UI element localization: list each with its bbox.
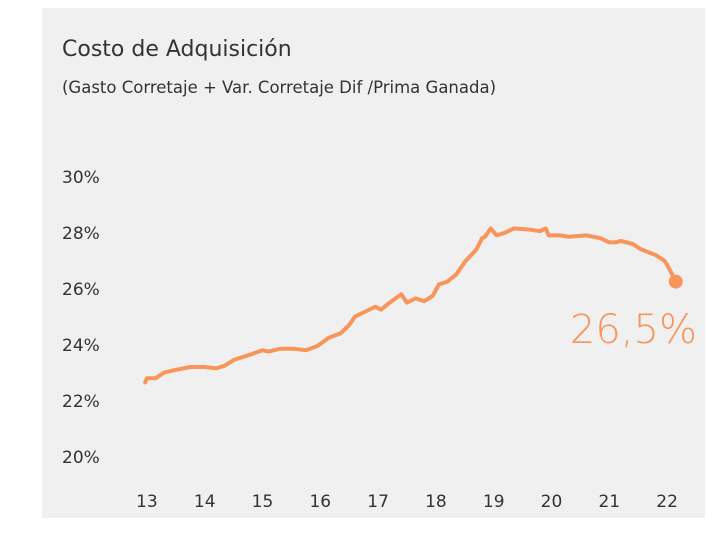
- x-tick-label: 22: [656, 492, 678, 512]
- x-tick-label: 14: [194, 492, 216, 512]
- x-tick-label: 15: [252, 492, 274, 512]
- x-tick-label: 18: [425, 492, 447, 512]
- y-tick-label: 22%: [62, 392, 100, 412]
- x-tick-label: 17: [367, 492, 389, 512]
- x-tick-label: 16: [309, 492, 331, 512]
- end-point: [668, 274, 683, 289]
- y-tick-label: 28%: [62, 224, 100, 244]
- y-tick-label: 26%: [62, 280, 100, 300]
- x-tick-label: 19: [483, 492, 505, 512]
- x-tick-label: 20: [541, 492, 563, 512]
- panel: [42, 8, 705, 518]
- line: [143, 226, 678, 385]
- x-tick-label: 21: [598, 492, 620, 512]
- chart-subtitle: (Gasto Corretaje + Var. Corretaje Dif /P…: [62, 78, 496, 97]
- chart-title: Costo de Adquisición: [62, 37, 292, 62]
- y-tick-label: 30%: [62, 168, 100, 188]
- x-tick-label: 13: [136, 492, 158, 512]
- y-tick-label: 20%: [62, 448, 100, 468]
- y-tick-label: 24%: [62, 336, 100, 356]
- annotation: 26,5%: [570, 307, 697, 353]
